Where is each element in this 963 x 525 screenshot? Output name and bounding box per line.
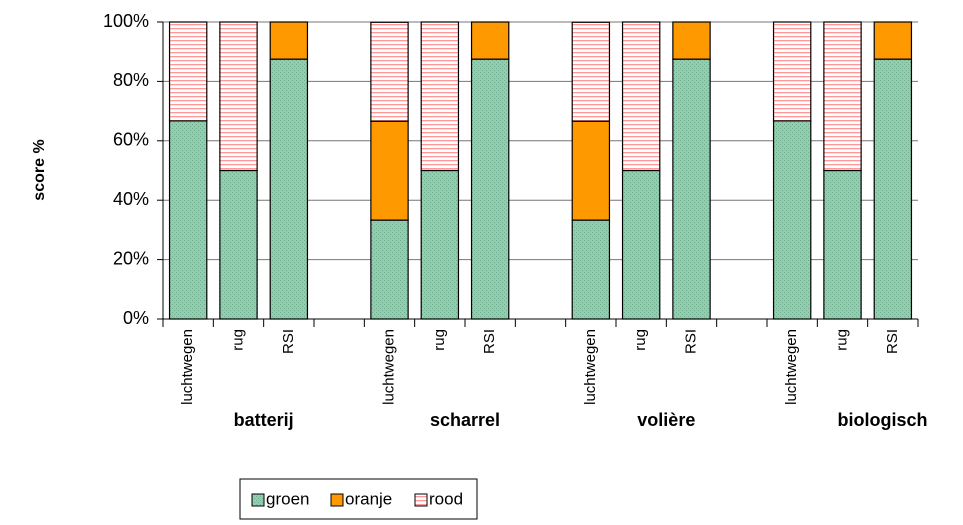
y-tick-label: 80% [113, 70, 149, 90]
y-tick-label: 20% [113, 248, 149, 268]
x-tick-label: rug [632, 329, 649, 351]
x-tick-label: rug [229, 329, 246, 351]
bar-segment [571, 120, 611, 221]
bar-segment [772, 21, 812, 122]
y-tick-label: 40% [113, 189, 149, 209]
x-tick-label: luchtwegen [783, 329, 800, 405]
bar-segment [873, 21, 913, 60]
bar-segment [370, 120, 409, 221]
bar-segment [571, 21, 611, 122]
x-tick-label: rug [833, 329, 850, 351]
legend-label: groen [266, 489, 309, 508]
bar-segment [168, 120, 208, 320]
bar-segment [873, 58, 913, 320]
legend: groen oranje rood [239, 478, 478, 520]
bar-segment [420, 169, 460, 320]
legend-label: rood [429, 489, 463, 508]
x-tick-label: RSI [682, 329, 699, 354]
bar-segment [470, 58, 510, 320]
bar-segment [823, 169, 862, 320]
bar-segment [621, 169, 661, 320]
bar-segment [571, 219, 611, 320]
y-axis-title: score % [31, 139, 48, 200]
bar-segment [621, 21, 661, 172]
legend-swatch [251, 493, 265, 507]
legend-label: oranje [345, 489, 392, 508]
group-label: biologisch [838, 410, 928, 430]
bar-segment [823, 21, 862, 172]
bar-segment [269, 58, 309, 320]
x-tick-label: luchtwegen [582, 329, 599, 405]
x-tick-label: RSI [884, 329, 901, 354]
y-tick-label: 100% [103, 11, 149, 31]
y-tick-label: 60% [113, 130, 149, 150]
group-label: scharrel [430, 410, 500, 430]
group-label: batterij [234, 410, 294, 430]
group-label: volière [637, 410, 695, 430]
bar-segment [420, 21, 460, 172]
bar-segment [672, 21, 711, 60]
bar-segment [370, 219, 409, 320]
bar-segment [470, 21, 510, 60]
x-tick-label: luchtwegen [380, 329, 397, 405]
bar-segment [672, 58, 711, 320]
y-tick-label: 0% [123, 308, 149, 328]
bar-segment [219, 169, 258, 320]
legend-swatch [330, 493, 344, 507]
x-tick-label: luchtwegen [179, 329, 196, 405]
x-tick-label: RSI [280, 329, 297, 354]
x-tick-label: rug [431, 329, 448, 351]
bar-segment [168, 21, 208, 122]
legend-box [239, 478, 478, 520]
bar-segment [772, 120, 812, 320]
bar-segment [370, 21, 409, 122]
bar-segment [269, 21, 309, 60]
x-tick-label: RSI [481, 329, 498, 354]
bar-segment [219, 21, 258, 172]
legend-swatch [414, 493, 428, 507]
